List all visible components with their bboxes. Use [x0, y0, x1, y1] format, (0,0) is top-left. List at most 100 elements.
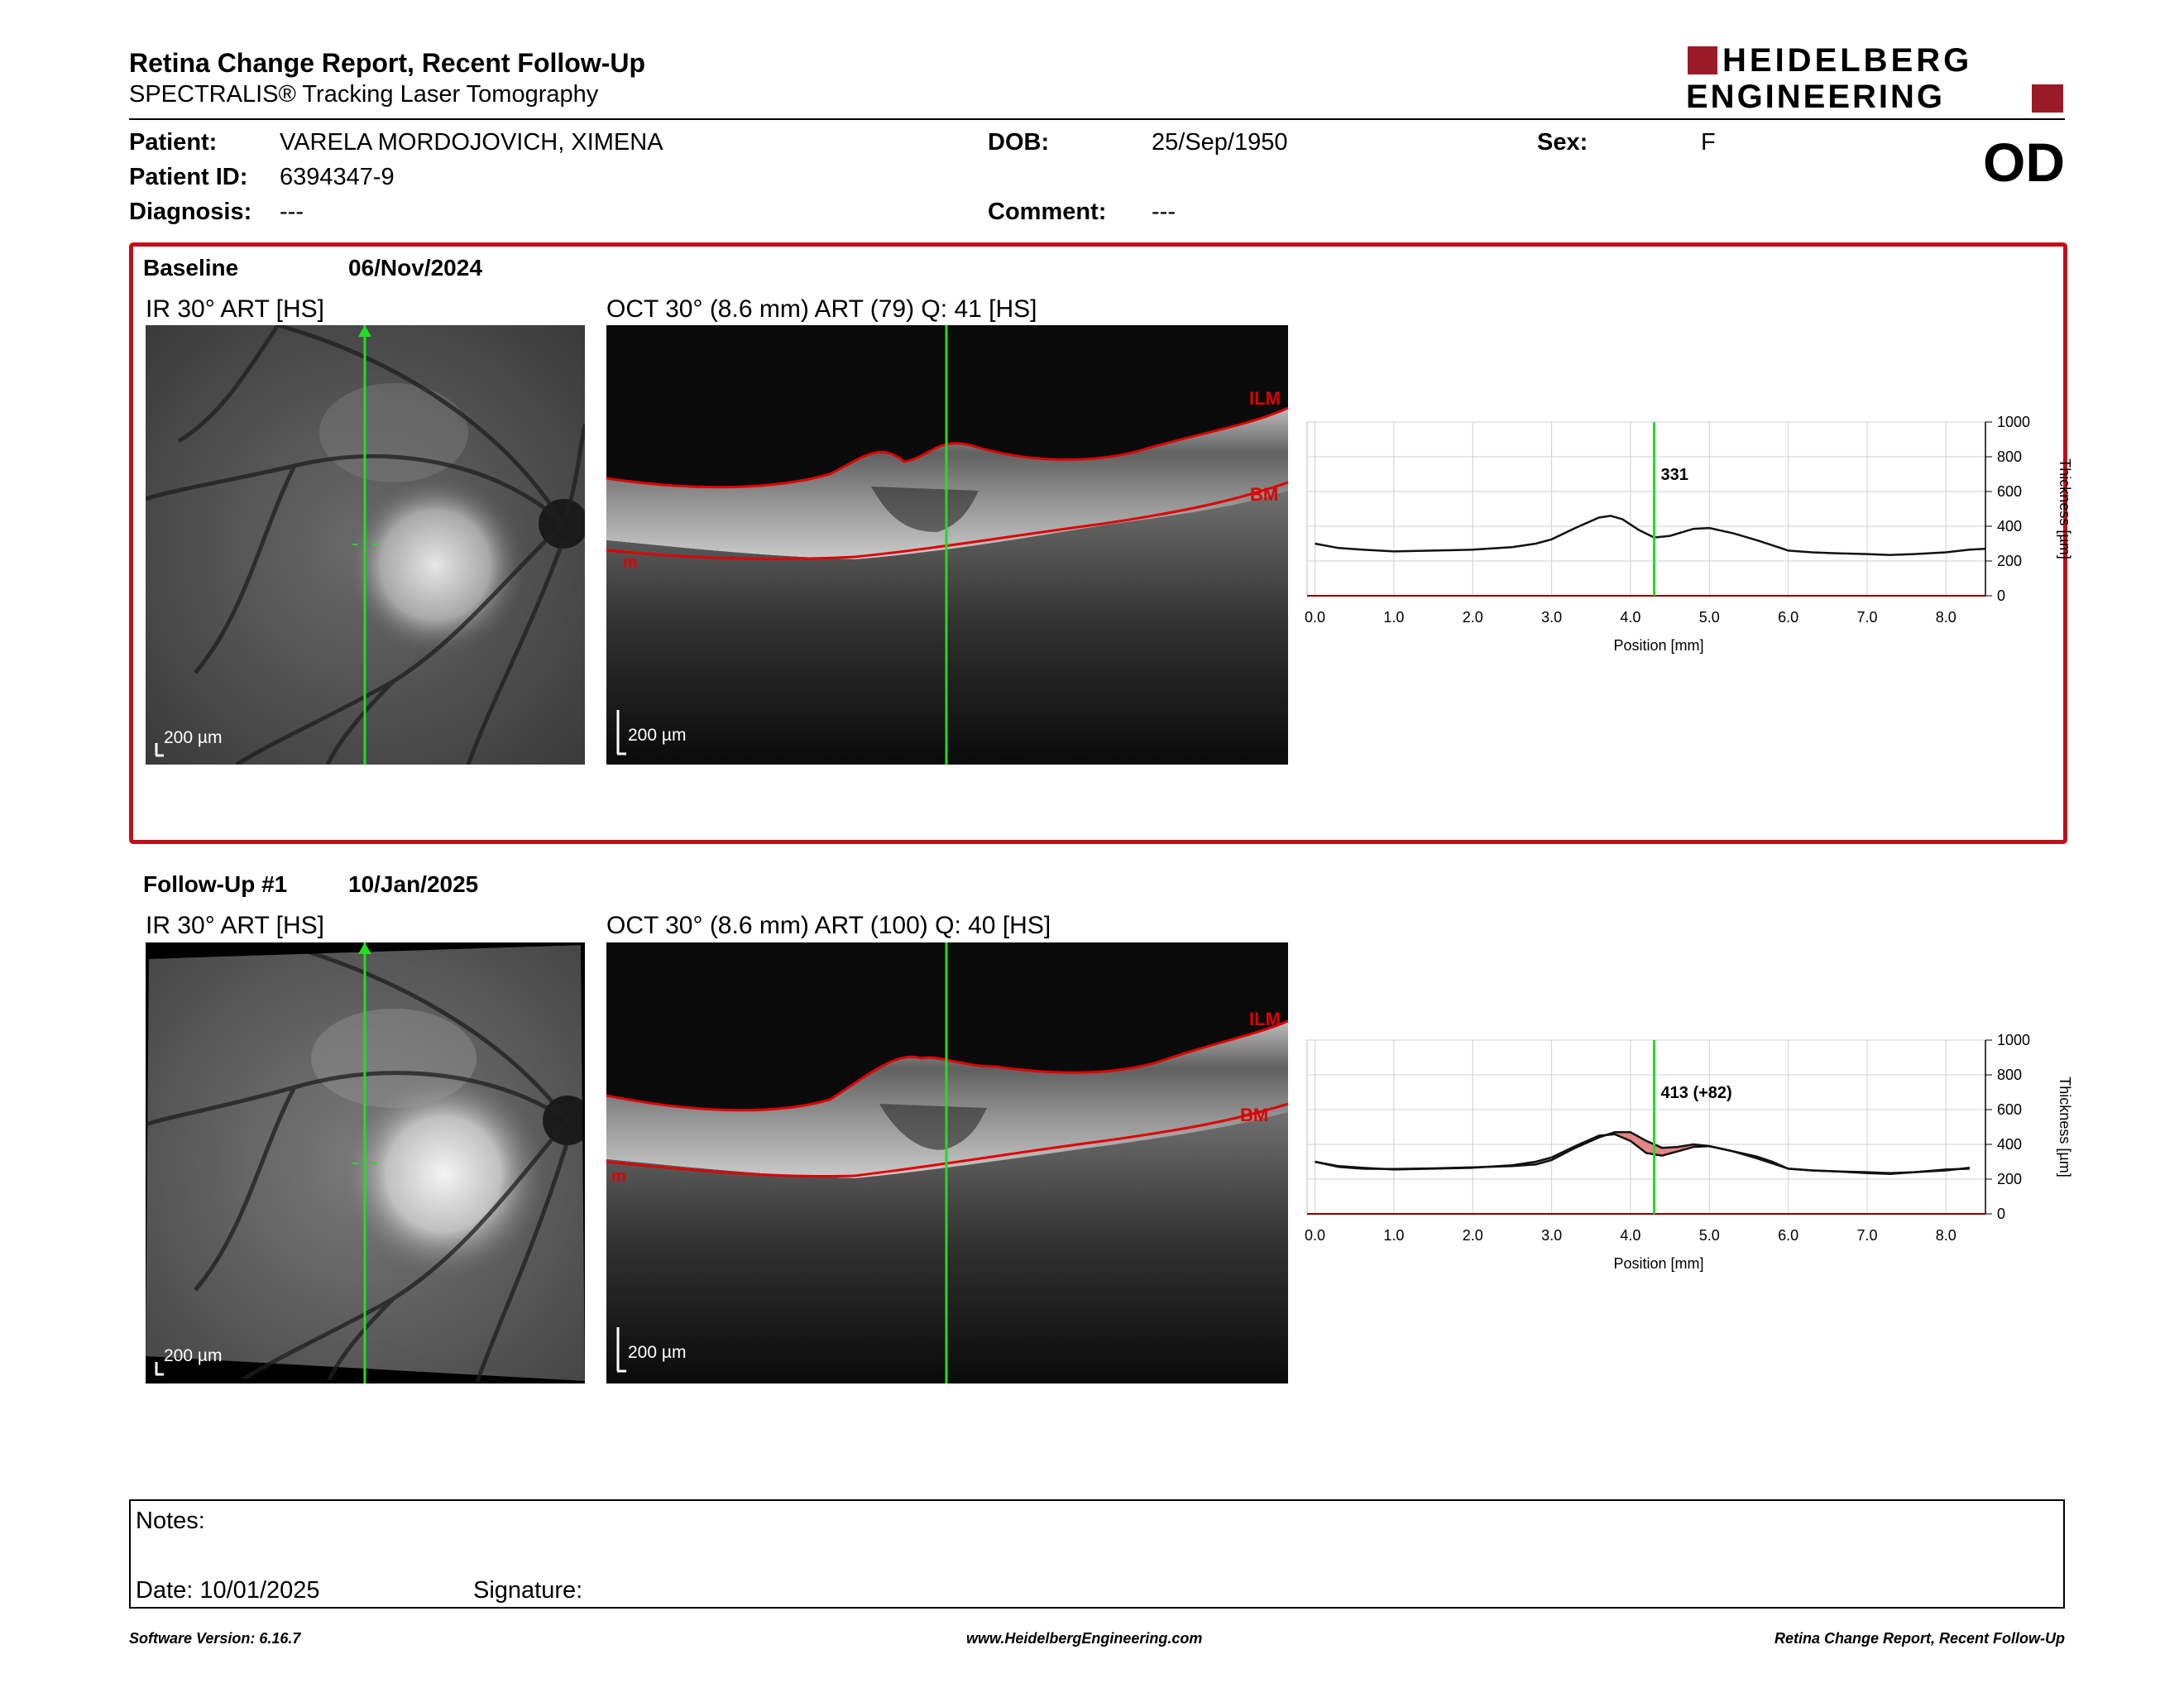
notes-label: Notes: [136, 1508, 205, 1534]
difference-area [1630, 1132, 1646, 1153]
y-tick-label: 1000 [1997, 414, 2030, 430]
patient-label: Patient: [129, 129, 218, 156]
baseline-chart-svg: 0.0 1.0 2.0 3.0 4.0 5.0 6.0 7.0 8.0 0 200 400 600 800… [1305, 414, 2073, 654]
followup-date: 10/Jan/2025 [348, 871, 479, 897]
followup-m-label: m [611, 1168, 626, 1186]
followup-ir-label: IR 30° ART [HS] [146, 912, 324, 939]
comment-label: Comment: [988, 199, 1107, 225]
eye-indicator: OD [1983, 132, 2065, 193]
followup-chart-svg: 0.0 1.0 2.0 3.0 4.0 5.0 6.0 7.0 8.0 0 200 400 600 800… [1305, 1032, 2073, 1272]
x-tick-label: 6.0 [1778, 609, 1798, 626]
y-tick-label: 200 [1997, 1171, 2022, 1187]
x-tick-label: 3.0 [1541, 609, 1562, 626]
x-tick-label: 1.0 [1383, 609, 1404, 626]
followup-ir-scale: 200 µm [164, 1346, 223, 1365]
x-tick-label: 2.0 [1463, 1227, 1483, 1244]
y-tick-label: 800 [1997, 1067, 2022, 1083]
comment-value: --- [1152, 199, 1176, 225]
baseline-section-frame [129, 242, 2067, 844]
followup-label: Follow-Up #1 [143, 871, 288, 897]
baseline-oct-image[interactable]: ILM BM m 200 µm [606, 325, 1288, 765]
y-tick-label: 1000 [1997, 1032, 2030, 1048]
baseline-fundus-svg [146, 325, 585, 765]
x-axis-label: Position [mm] [1613, 1255, 1703, 1272]
diagnosis-label: Diagnosis: [129, 199, 252, 225]
signature-label: Signature: [473, 1577, 583, 1604]
y-tick-label: 400 [1997, 1136, 2022, 1153]
x-axis-label: Position [mm] [1613, 637, 1703, 654]
sex-value: F [1701, 129, 1716, 156]
x-tick-label: 7.0 [1856, 1227, 1877, 1244]
y-tick-label: 0 [1997, 587, 2005, 604]
logo-red-square-bottom [2032, 84, 2063, 113]
baseline-bm-label: BM [1250, 484, 1279, 505]
thickness-line [1315, 1133, 1971, 1174]
followup-bm-label: BM [1240, 1105, 1269, 1125]
patient-name: VARELA MORDOJOVICH, XIMENA [280, 129, 663, 156]
baseline-ir-label: IR 30° ART [HS] [146, 295, 324, 323]
report-title: Retina Change Report, Recent Follow-Up [129, 48, 646, 78]
footer-report-name: Retina Change Report, Recent Follow-Up [1774, 1630, 2065, 1647]
baseline-label: Baseline [143, 255, 239, 281]
baseline-date: 06/Nov/2024 [348, 255, 482, 281]
followup-thickness-chart: 0.0 1.0 2.0 3.0 4.0 5.0 6.0 7.0 8.0 0 200 400 600 800… [1299, 1024, 2085, 1297]
baseline-ir-scale: 200 µm [164, 728, 223, 747]
y-tick-label: 0 [1997, 1206, 2005, 1222]
diagnosis-value: --- [280, 199, 304, 225]
x-tick-label: 8.0 [1936, 609, 1956, 626]
x-tick-label: 3.0 [1541, 1227, 1562, 1244]
baseline-oct-svg [606, 325, 1288, 765]
x-tick-label: 1.0 [1383, 1227, 1404, 1244]
y-tick-label: 400 [1997, 518, 2022, 535]
y-axis-label: Thickness [µm] [2057, 1077, 2073, 1177]
plot-area [1306, 421, 1986, 597]
baseline-m-label: m [623, 554, 638, 572]
x-tick-label: 7.0 [1856, 609, 1877, 626]
followup-oct-label: OCT 30° (8.6 mm) ART (100) Q: 40 [HS] [606, 912, 1051, 939]
plot-area [1306, 1039, 1986, 1215]
x-tick-label: 5.0 [1699, 609, 1720, 626]
followup-fundus-svg [146, 942, 585, 1383]
logo-line2: ENGINEERING [1686, 79, 1946, 115]
report-subtitle: SPECTRALIS® Tracking Laser Tomography [129, 81, 599, 108]
followup-oct-svg [606, 942, 1288, 1383]
marker-value-label: 413 (+82) [1661, 1084, 1732, 1102]
thickness-line [1315, 515, 1986, 556]
patient-id: 6394347-9 [280, 164, 395, 190]
x-tick-label: 0.0 [1305, 1227, 1325, 1244]
followup-ir-image[interactable]: 200 µm [146, 942, 585, 1383]
marker-value-label: 331 [1661, 466, 1688, 484]
x-tick-label: 2.0 [1463, 609, 1483, 626]
notes-date: Date: 10/01/2025 [136, 1577, 320, 1604]
website-link[interactable]: www.HeidelbergEngineering.com [966, 1630, 1203, 1647]
logo-line1: HEIDELBERG [1722, 42, 1973, 79]
x-tick-label: 6.0 [1778, 1227, 1798, 1244]
baseline-ir-image[interactable]: 200 µm [146, 325, 585, 765]
heidelberg-logo: HEIDELBERG ENGINEERING [1684, 43, 2067, 117]
y-axis-label: Thickness [µm] [2057, 458, 2073, 559]
patient-id-label: Patient ID: [129, 164, 248, 190]
baseline-thickness-chart: 0.0 1.0 2.0 3.0 4.0 5.0 6.0 7.0 8.0 0 200 400 600 800… [1299, 405, 2085, 679]
baseline-oct-label: OCT 30° (8.6 mm) ART (79) Q: 41 [HS] [606, 295, 1037, 323]
x-tick-label: 4.0 [1620, 1227, 1640, 1244]
followup-oct-scale: 200 µm [628, 1343, 687, 1362]
followup-oct-image[interactable]: ILM BM m 200 µm [606, 942, 1288, 1383]
x-tick-label: 8.0 [1936, 1227, 1956, 1244]
dob-label: DOB: [988, 129, 1050, 156]
header-divider [129, 118, 2065, 120]
dob-value: 25/Sep/1950 [1152, 129, 1288, 156]
x-tick-label: 0.0 [1305, 609, 1325, 626]
baseline-ilm-label: ILM [1249, 388, 1281, 409]
y-tick-label: 600 [1997, 483, 2022, 500]
y-tick-label: 600 [1997, 1101, 2022, 1118]
logo-red-square-top [1688, 46, 1717, 74]
x-tick-label: 4.0 [1620, 609, 1640, 626]
x-tick-label: 5.0 [1699, 1227, 1720, 1244]
software-version: Software Version: 6.16.7 [129, 1630, 301, 1647]
baseline-oct-scale: 200 µm [628, 726, 687, 745]
followup-ilm-label: ILM [1249, 1009, 1281, 1029]
notes-box[interactable]: Notes: Date: 10/01/2025 Signature: [129, 1499, 2065, 1609]
y-tick-label: 800 [1997, 448, 2022, 465]
sex-label: Sex: [1537, 129, 1588, 156]
y-tick-label: 200 [1997, 553, 2022, 569]
